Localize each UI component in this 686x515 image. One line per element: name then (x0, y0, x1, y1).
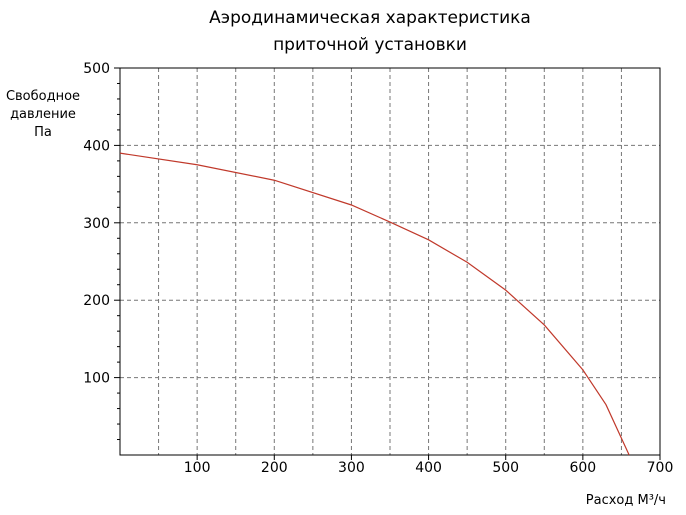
chart-title: приточной установки (273, 35, 467, 55)
chart-title: Аэродинамическая характеристика (209, 8, 531, 28)
y-tick-label: 400 (83, 138, 110, 154)
x-tick-label: 200 (261, 460, 288, 476)
y-tick-label: 500 (83, 61, 110, 77)
y-axis-label: давление (10, 107, 76, 122)
y-tick-label: 300 (83, 216, 110, 232)
y-tick-label: 100 (83, 371, 110, 387)
y-axis-label: Па (34, 125, 52, 140)
y-axis-label: Свободное (6, 89, 80, 104)
x-tick-label: 400 (415, 460, 442, 476)
x-tick-label: 600 (569, 460, 596, 476)
x-tick-label: 700 (647, 460, 674, 476)
x-tick-label: 500 (492, 460, 519, 476)
y-tick-label: 200 (83, 293, 110, 309)
x-tick-label: 100 (184, 460, 211, 476)
curve (119, 152, 630, 456)
x-tick-label: 300 (338, 460, 365, 476)
plot-frame (119, 67, 661, 456)
x-axis-label: Расход М³/ч (586, 493, 666, 508)
